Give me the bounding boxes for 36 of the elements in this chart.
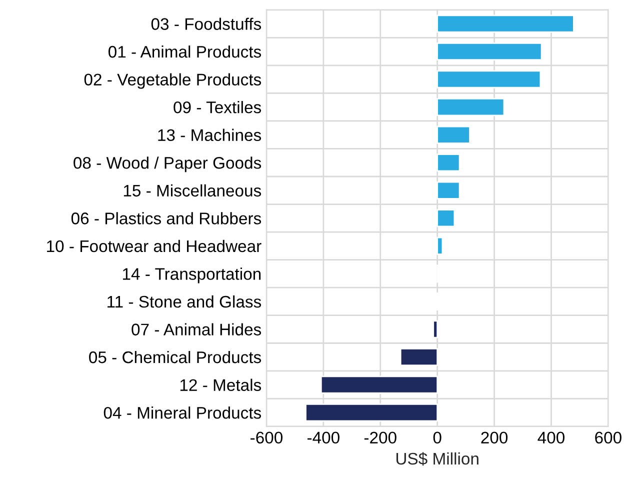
x-tick-label: 0 — [433, 432, 442, 444]
bar — [320, 376, 438, 394]
y-tick-label: 03 - Foodstuffs — [151, 18, 262, 30]
bar — [305, 404, 438, 422]
x-tick-label: -200 — [364, 432, 396, 444]
y-tick-label: 11 - Stone and Glass — [108, 295, 262, 308]
y-tick-label: 10 - Footwear and Headwear — [47, 240, 262, 252]
x-tick-label: 200 — [481, 432, 508, 444]
y-tick-label: 13 - Machines — [158, 128, 262, 142]
y-tick-label: 01 - Animal Products — [108, 45, 262, 58]
y-tick-label: 08 - Wood / Paper Goods — [74, 156, 262, 172]
bar — [436, 209, 456, 228]
y-tick-label: 02 - Vegetable Products — [84, 73, 262, 89]
x-tick-label: 400 — [538, 432, 564, 444]
y-tick-label: 09 - Textiles — [174, 101, 262, 114]
y-tick-label: 15 - Miscellaneous — [124, 184, 262, 197]
bar — [436, 126, 470, 144]
bar — [436, 236, 444, 255]
bar — [436, 154, 460, 172]
bar — [436, 98, 505, 116]
y-tick-label: 04 - Mineral Products — [104, 406, 262, 419]
x-tick-label: -400 — [307, 432, 340, 444]
bar — [436, 42, 542, 61]
bar — [432, 320, 438, 338]
y-tick-label: 14 - Transportation — [123, 268, 261, 284]
y-tick-label: 05 - Chemical Products — [89, 350, 262, 364]
bar — [400, 348, 438, 366]
y-tick-label: 07 - Animal Hides — [132, 323, 262, 336]
x-tick-label: -600 — [250, 432, 283, 444]
y-tick-label: 12 - Metals — [180, 378, 262, 391]
x-tick-label: 600 — [595, 432, 622, 444]
bar — [436, 181, 460, 200]
y-tick-label: 06 - Plastics and Rubbers — [71, 212, 262, 224]
bar — [436, 70, 542, 88]
x-axis-title: US$ Million — [396, 452, 478, 466]
bar — [436, 14, 574, 33]
